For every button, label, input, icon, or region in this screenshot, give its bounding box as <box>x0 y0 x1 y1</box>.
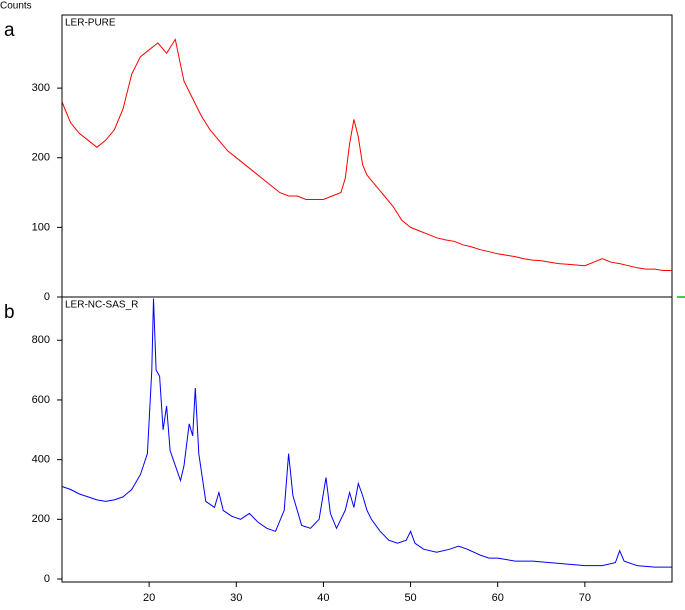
panel-label: a <box>4 20 15 41</box>
panel-title: LER-PURE <box>65 18 116 29</box>
y-tick-label: 400 <box>32 454 50 466</box>
y-tick-label: 600 <box>32 394 50 406</box>
x-tick-label: 50 <box>404 592 416 604</box>
y-tick-label: 0 <box>44 573 50 585</box>
x-tick-label: 20 <box>143 592 155 604</box>
plot-frame <box>61 296 673 583</box>
y-tick-label: 100 <box>32 221 50 233</box>
x-tick-label: 30 <box>230 592 242 604</box>
x-tick-label: 40 <box>317 592 329 604</box>
x-tick-label: 60 <box>492 592 504 604</box>
data-line <box>61 38 672 271</box>
y-tick-label: 200 <box>32 513 50 525</box>
plot-frame <box>61 14 673 298</box>
y-tick-label: 200 <box>32 152 50 164</box>
data-line <box>61 298 672 568</box>
y-tick-label: 800 <box>32 334 50 346</box>
y-axis-label: Counts <box>0 1 32 12</box>
x-tick-label: 70 <box>579 592 591 604</box>
y-tick-label: 0 <box>44 291 50 303</box>
panel-title: LER-NC-SAS_R <box>65 300 138 311</box>
y-tick-label: 300 <box>32 82 50 94</box>
panel-label: b <box>4 302 15 323</box>
